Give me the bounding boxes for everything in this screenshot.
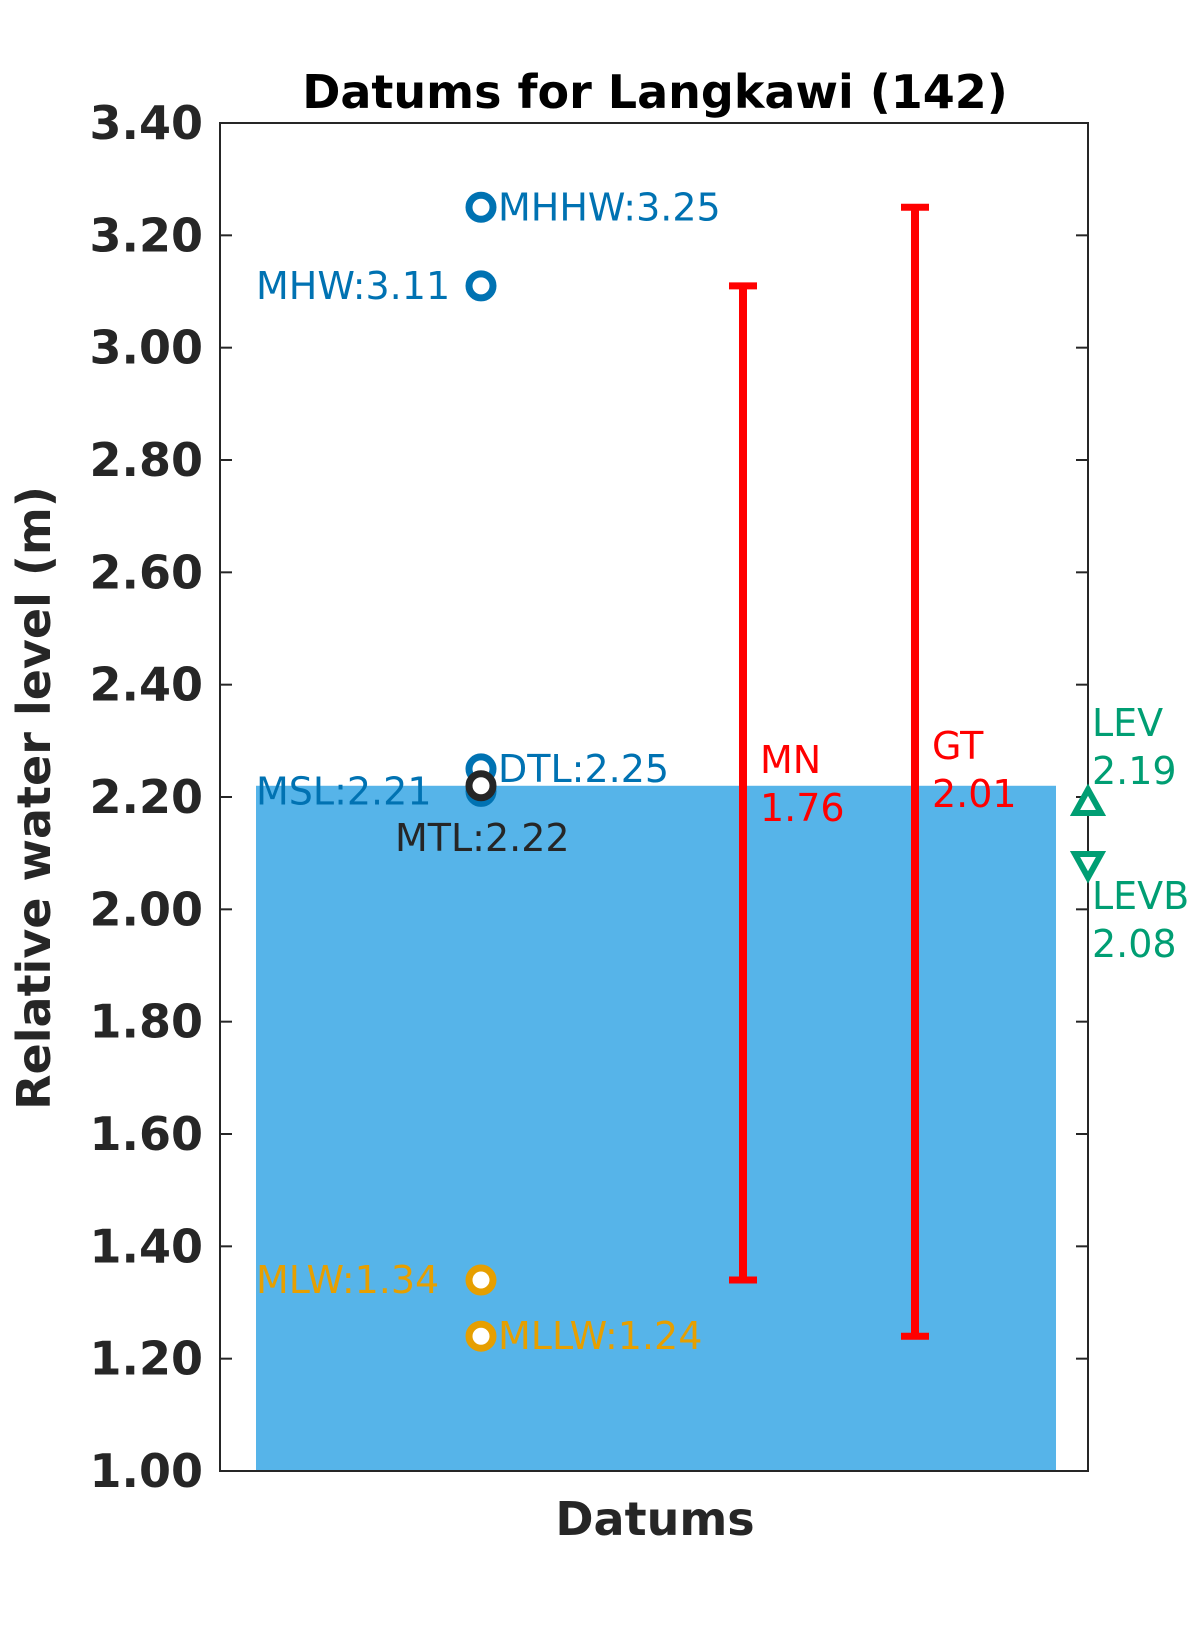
extreme-value-levb: 2.08	[1092, 922, 1177, 966]
datum-label-mlw: MLW:1.34	[256, 1258, 439, 1302]
y-tick-label: 3.40	[90, 96, 204, 150]
y-tick-label: 2.20	[90, 770, 204, 824]
y-tick-label: 1.20	[90, 1332, 204, 1386]
datum-marker-mllw	[465, 1320, 497, 1352]
datum-label-dtl: DTL:2.25	[498, 747, 669, 791]
y-tick-label: 2.00	[90, 882, 204, 936]
y-tick-label: 1.80	[90, 995, 204, 1049]
datum-label-mtl: MTL:2.22	[395, 816, 570, 860]
range-value-gt: 2.01	[932, 772, 1017, 816]
y-tick-label: 2.40	[90, 658, 204, 712]
datum-label-msl: MSL:2.21	[256, 769, 432, 813]
extreme-name-levb: LEVB	[1092, 874, 1189, 918]
datum-marker-mtl	[465, 770, 497, 802]
y-tick-label: 3.20	[90, 208, 204, 262]
range-name-gt: GT	[932, 724, 984, 768]
range-value-mn: 1.76	[760, 786, 845, 830]
datum-marker-mhw	[465, 270, 497, 302]
y-tick-label: 1.00	[90, 1444, 204, 1498]
y-axis-title: Relative water level (m)	[7, 486, 61, 1110]
y-tick-label: 1.40	[90, 1219, 204, 1273]
y-tick-label: 1.60	[90, 1107, 204, 1161]
extreme-value-lev: 2.19	[1092, 749, 1177, 793]
datum-label-mllw: MLLW:1.24	[498, 1314, 702, 1358]
range-name-mn: MN	[760, 738, 821, 782]
datum-label-mhw: MHW:3.11	[256, 264, 450, 308]
datum-marker-mhhw	[465, 191, 497, 223]
extreme-name-lev: LEV	[1092, 701, 1163, 745]
y-tick-label: 2.60	[90, 545, 204, 599]
y-tick-label: 2.80	[90, 433, 204, 487]
extreme-marker-lev	[1069, 783, 1107, 817]
plot-area: 1.00 1.20 1.40 1.60 1.80 2.00 2.20 2.40 2.60 2.80…	[90, 96, 1190, 1498]
extreme-marker-levb	[1069, 851, 1107, 884]
x-axis-title: Datums	[555, 1492, 754, 1546]
datum-label-mhhw: MHHW:3.25	[498, 185, 721, 229]
y-tick-label: 3.00	[90, 321, 204, 375]
bar-water-level	[256, 785, 1056, 1471]
datum-marker-mlw	[465, 1264, 497, 1296]
chart-title: Datums for Langkawi (142)	[302, 65, 1008, 119]
